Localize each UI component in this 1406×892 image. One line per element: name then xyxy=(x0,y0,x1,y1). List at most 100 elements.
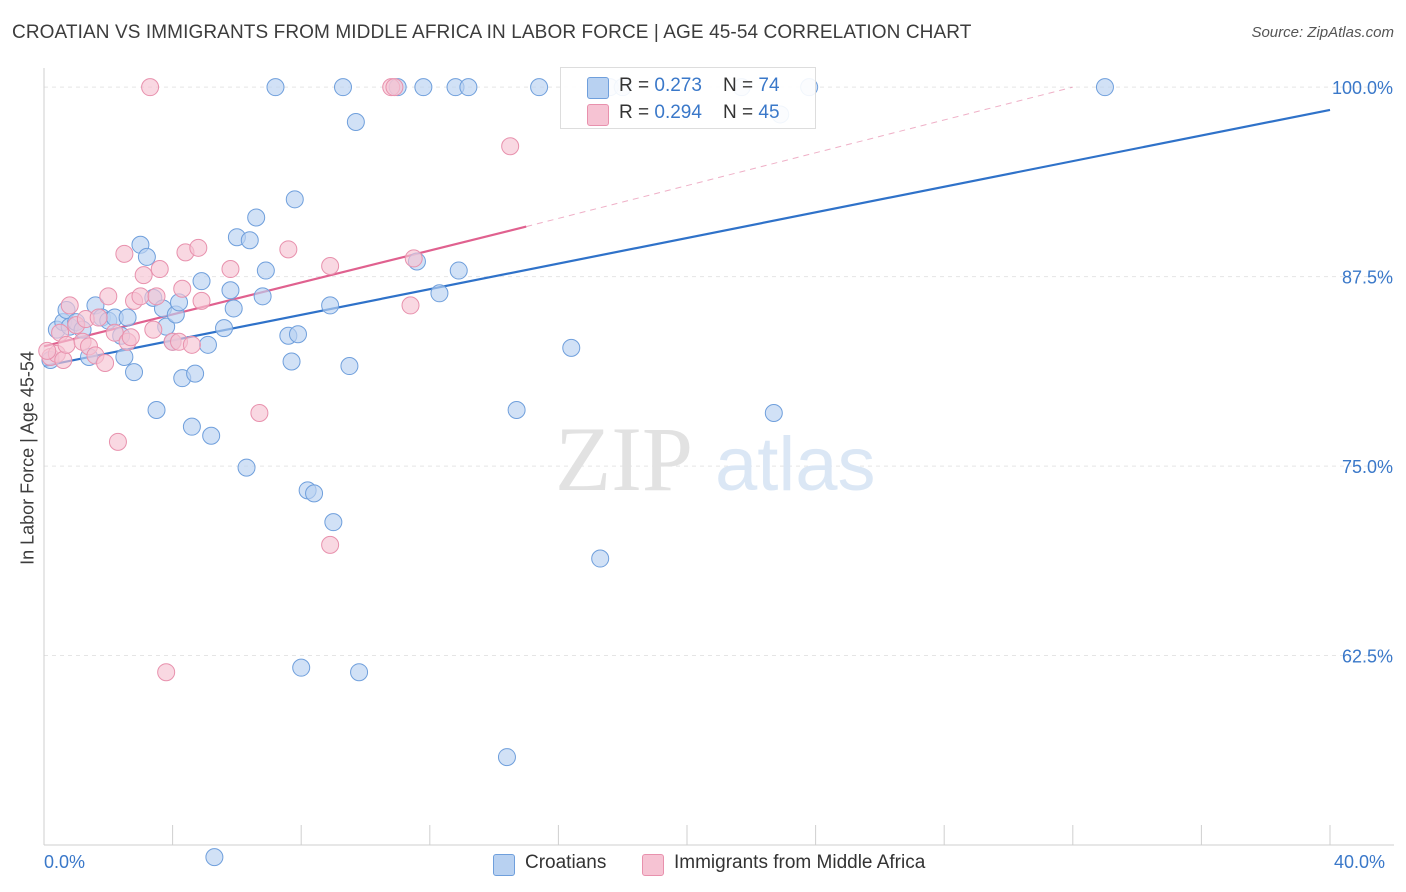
data-point-immigrants xyxy=(99,287,118,306)
axis-layer xyxy=(43,68,1394,846)
data-point-immigrants xyxy=(182,335,201,354)
data-point-croatians xyxy=(137,247,156,266)
data-point-immigrants xyxy=(321,535,340,554)
data-point-croatians xyxy=(253,287,272,306)
y-axis-label: In Labor Force | Age 45-54 xyxy=(17,351,38,565)
data-point-croatians xyxy=(186,364,205,383)
y-tick-label: 87.5% xyxy=(1342,268,1393,288)
legend-r-label: R = xyxy=(619,75,655,96)
data-point-croatians xyxy=(324,513,343,532)
data-point-immigrants xyxy=(279,240,298,259)
data-point-immigrants xyxy=(54,350,73,369)
data-point-croatians xyxy=(562,338,581,357)
data-point-croatians xyxy=(205,848,224,867)
data-point-croatians xyxy=(346,113,365,132)
data-point-immigrants xyxy=(250,404,269,423)
data-point-immigrants xyxy=(189,238,208,257)
data-point-immigrants xyxy=(96,354,115,373)
x-tick-label-max: 40.0% xyxy=(1334,852,1386,872)
data-point-croatians xyxy=(237,458,256,477)
data-point-immigrants xyxy=(150,260,169,279)
data-point-croatians xyxy=(221,281,240,300)
data-point-immigrants xyxy=(221,260,240,279)
legend-n-label: N = xyxy=(723,75,759,96)
data-point-croatians xyxy=(198,335,217,354)
legend-swatch-pink xyxy=(642,854,664,876)
data-point-immigrants xyxy=(501,137,520,156)
data-point-immigrants xyxy=(173,279,192,298)
data-point-croatians xyxy=(266,78,285,97)
data-point-croatians xyxy=(182,417,201,436)
data-point-immigrants xyxy=(57,335,76,354)
data-point-immigrants xyxy=(141,78,160,97)
legend-n-value: 45 xyxy=(758,102,780,123)
data-point-croatians xyxy=(449,261,468,280)
data-point-croatians xyxy=(202,426,221,445)
data-point-immigrants xyxy=(89,308,108,327)
data-point-croatians xyxy=(414,78,433,97)
x-tick-label-min: 0.0% xyxy=(44,852,86,872)
legend-r-value: 0.273 xyxy=(654,75,702,96)
data-point-croatians xyxy=(192,272,211,291)
data-point-croatians xyxy=(215,319,234,338)
legend-swatch-blue xyxy=(587,77,609,99)
data-point-croatians xyxy=(282,352,301,371)
y-tick-label: 100.0% xyxy=(1332,78,1393,98)
data-point-croatians xyxy=(115,347,134,366)
data-point-croatians xyxy=(285,190,304,209)
watermark-atlas: atlas xyxy=(715,422,876,507)
data-point-immigrants xyxy=(404,249,423,268)
legend-label: Immigrants from Middle Africa xyxy=(674,852,926,873)
legend-r-value: 0.294 xyxy=(654,102,702,123)
data-point-croatians xyxy=(591,549,610,568)
data-point-immigrants xyxy=(131,287,150,306)
data-point-croatians xyxy=(530,78,549,97)
data-point-croatians xyxy=(340,357,359,376)
data-point-immigrants xyxy=(38,341,57,360)
data-point-immigrants xyxy=(134,266,153,285)
data-point-immigrants xyxy=(321,257,340,276)
data-point-croatians xyxy=(288,325,307,344)
data-point-croatians xyxy=(507,400,526,419)
data-point-immigrants xyxy=(108,432,127,451)
data-point-croatians xyxy=(459,78,478,97)
data-point-croatians xyxy=(321,296,340,315)
data-point-immigrants xyxy=(192,291,211,310)
data-point-croatians xyxy=(1095,78,1114,97)
data-point-immigrants xyxy=(121,328,140,347)
legend-label: Croatians xyxy=(525,852,607,873)
data-point-immigrants xyxy=(401,296,420,315)
trend-line-croatians xyxy=(43,108,1331,368)
data-point-immigrants xyxy=(144,320,163,339)
legend-n-value: 74 xyxy=(758,75,780,96)
source-label: Source: ZipAtlas.com xyxy=(1251,24,1394,41)
legend-r-label: R = xyxy=(619,102,655,123)
data-point-immigrants xyxy=(147,287,166,306)
data-point-croatians xyxy=(118,308,137,327)
data-point-croatians xyxy=(240,231,259,250)
watermark-zip: ZIP xyxy=(555,408,693,510)
chart-title: CROATIAN VS IMMIGRANTS FROM MIDDLE AFRIC… xyxy=(12,22,972,43)
data-point-croatians xyxy=(430,284,449,303)
y-tick-label: 62.5% xyxy=(1342,647,1393,667)
data-point-immigrants xyxy=(157,663,176,682)
data-point-croatians xyxy=(147,400,166,419)
data-point-immigrants xyxy=(385,78,404,97)
stats-legend: R = 0.273 N = 74 R = 0.294 N = 45 xyxy=(560,67,816,129)
data-point-croatians xyxy=(256,261,275,280)
grid-layer xyxy=(44,86,1394,657)
trend-layer xyxy=(43,86,1331,368)
data-point-immigrants xyxy=(115,244,134,263)
trend-line-immigrants xyxy=(43,225,527,348)
data-point-croatians xyxy=(350,663,369,682)
legend-swatch-blue xyxy=(493,854,515,876)
data-point-croatians xyxy=(292,658,311,677)
watermark: ZIP atlas xyxy=(555,408,876,510)
data-point-croatians xyxy=(497,748,516,767)
legend-swatch-pink xyxy=(587,104,609,126)
data-point-croatians xyxy=(247,208,266,227)
data-point-croatians xyxy=(305,484,324,503)
data-point-croatians xyxy=(764,404,783,423)
y-tick-labels: 62.5% 75.0% 87.5% 100.0% xyxy=(1332,78,1393,666)
